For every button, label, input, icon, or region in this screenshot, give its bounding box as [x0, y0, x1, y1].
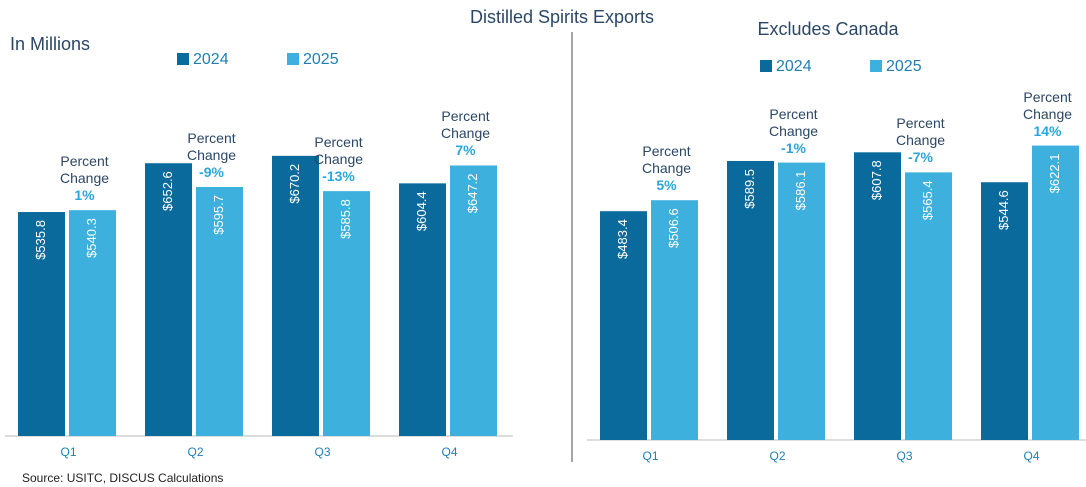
percent-change: -13%	[322, 168, 355, 185]
legend-swatch	[177, 53, 189, 65]
annotation-label: Percent Change	[768, 105, 819, 139]
annotation: Percent Change -13%	[299, 134, 379, 185]
value-label: $586.1	[793, 171, 808, 211]
bar	[399, 183, 446, 436]
subtitle: In Millions	[10, 34, 90, 54]
legend-label: 2025	[303, 51, 339, 68]
legend-swatch	[287, 53, 299, 65]
percent-change: 7%	[455, 142, 476, 159]
annotation-label: Percent Change	[59, 153, 110, 187]
value-label: $589.5	[742, 169, 757, 209]
value-label: $595.7	[211, 195, 226, 235]
bar	[69, 210, 116, 436]
x-tick-label: Q1	[642, 449, 658, 463]
value-label: $647.2	[465, 173, 480, 213]
value-label: $535.8	[33, 220, 48, 260]
value-label: $604.4	[414, 191, 429, 231]
chart-title: Distilled Spirits Exports	[470, 7, 654, 27]
legend-swatch	[760, 60, 772, 72]
x-tick-label: Q1	[60, 445, 76, 459]
annotation-label: Percent Change	[186, 129, 237, 163]
value-label: $565.4	[920, 180, 935, 220]
annotation: Percent Change 7%	[426, 108, 506, 159]
value-label: $483.4	[615, 219, 630, 259]
bar	[981, 182, 1028, 441]
bar	[450, 165, 497, 436]
bar	[323, 191, 370, 436]
value-label: $652.6	[160, 171, 175, 211]
annotation: Percent Change -7%	[881, 115, 961, 166]
chart-title: Excludes Canada	[757, 19, 899, 39]
bar	[854, 152, 901, 441]
annotation: Percent Change 5%	[627, 143, 707, 194]
value-label: $670.2	[287, 164, 302, 204]
percent-change: -7%	[908, 149, 933, 166]
value-label: $544.6	[996, 190, 1011, 230]
annotation: Percent Change -1%	[754, 106, 834, 157]
x-tick-label: Q4	[441, 445, 457, 459]
bar	[18, 212, 65, 436]
x-tick-label: Q2	[187, 445, 203, 459]
annotation-label: Percent Change	[313, 134, 364, 168]
bar	[1032, 145, 1079, 440]
bar	[272, 155, 319, 437]
value-label: $506.6	[666, 208, 681, 248]
x-tick-label: Q4	[1023, 449, 1039, 463]
annotation: Percent Change -9%	[172, 130, 252, 181]
bar	[145, 163, 192, 436]
value-label: $540.3	[84, 218, 99, 258]
value-label: $607.8	[869, 160, 884, 200]
bar	[905, 172, 952, 441]
bar	[727, 160, 774, 440]
source: Source: USITC, DISCUS Calculations	[22, 471, 223, 485]
percent-change: 1%	[74, 187, 95, 204]
annotation-label: Percent Change	[1022, 88, 1073, 122]
percent-change: 14%	[1033, 122, 1062, 139]
legend-label: 2024	[193, 51, 229, 68]
x-tick-label: Q3	[314, 445, 330, 459]
value-label: $622.1	[1047, 154, 1062, 194]
bar	[651, 200, 698, 440]
percent-change: 5%	[656, 177, 677, 194]
legend-swatch	[870, 60, 882, 72]
legend-label: 2025	[886, 58, 922, 75]
annotation: Percent Change 14%	[1008, 89, 1086, 140]
annotation: Percent Change 1%	[45, 153, 125, 204]
percent-change: -1%	[781, 139, 806, 156]
x-tick-label: Q2	[769, 449, 785, 463]
bar	[196, 186, 243, 436]
x-tick-label: Q3	[896, 449, 912, 463]
value-label: $585.8	[338, 199, 353, 239]
annotation-label: Percent Change	[895, 115, 946, 149]
bar	[778, 162, 825, 440]
annotation-label: Percent Change	[440, 108, 491, 142]
annotation-label: Percent Change	[641, 143, 692, 177]
legend-label: 2024	[776, 58, 812, 75]
percent-change: -9%	[199, 163, 224, 180]
bar	[600, 211, 647, 440]
